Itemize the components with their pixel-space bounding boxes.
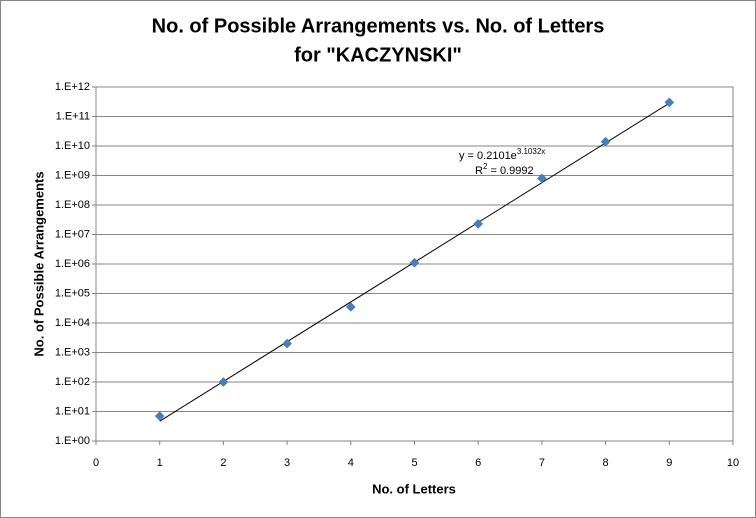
- y-tick-label: 1.E+02: [55, 376, 90, 388]
- x-tick-label: 10: [727, 457, 739, 469]
- trendline-equation: y = 0.2101e3.1032x: [459, 147, 545, 162]
- data-point: [345, 302, 356, 312]
- y-tick-label: 1.E+06: [55, 258, 90, 270]
- y-tick-label: 1.E+12: [55, 81, 90, 93]
- x-tick-label: 1: [157, 457, 163, 469]
- data-point: [282, 338, 292, 349]
- equation-text: y = 0.2101e: [459, 150, 517, 162]
- x-tick-label: 3: [284, 457, 290, 469]
- data-point: [154, 411, 165, 421]
- x-tick-label: 7: [539, 457, 545, 469]
- x-tick-label: 5: [411, 457, 417, 469]
- x-tick-label: 2: [220, 457, 226, 469]
- x-tick-label: 6: [475, 457, 481, 469]
- y-tick-label: 1.E+03: [55, 346, 90, 358]
- chart-title: No. of Possible Arrangements vs. No. of …: [152, 15, 605, 37]
- x-tick-label: 0: [93, 457, 99, 469]
- r-power: 2: [483, 162, 488, 171]
- r-squared: R2 = 0.9992: [475, 162, 534, 177]
- r-value: = 0.9992: [487, 165, 533, 177]
- y-tick-label: 1.E+00: [55, 435, 90, 447]
- equation-exponent: 3.1032x: [517, 147, 545, 156]
- x-axis-title: No. of Letters: [372, 481, 456, 496]
- data-point: [473, 218, 484, 229]
- data-point: [409, 257, 420, 268]
- y-tick-label: 1.E+05: [55, 287, 90, 299]
- y-axis-title: No. of Possible Arrangements: [31, 171, 46, 356]
- x-tick-label: 8: [603, 457, 609, 469]
- y-tick-label: 1.E+07: [55, 228, 90, 240]
- data-point: [664, 97, 675, 108]
- data-point: [218, 377, 229, 387]
- data-point: [537, 173, 547, 184]
- y-tick-label: 1.E+08: [55, 199, 90, 211]
- y-tick-label: 1.E+04: [55, 317, 90, 329]
- chart-title: for "KACZYNSKI": [294, 44, 462, 66]
- r-label: R: [475, 165, 483, 177]
- data-point: [600, 136, 611, 147]
- y-tick-label: 1.E+10: [55, 140, 90, 152]
- y-tick-label: 1.E+01: [55, 405, 90, 417]
- y-tick-label: 1.E+09: [55, 169, 90, 181]
- x-tick-label: 4: [348, 457, 354, 469]
- x-tick-label: 9: [666, 457, 672, 469]
- y-tick-label: 1.E+11: [56, 110, 90, 122]
